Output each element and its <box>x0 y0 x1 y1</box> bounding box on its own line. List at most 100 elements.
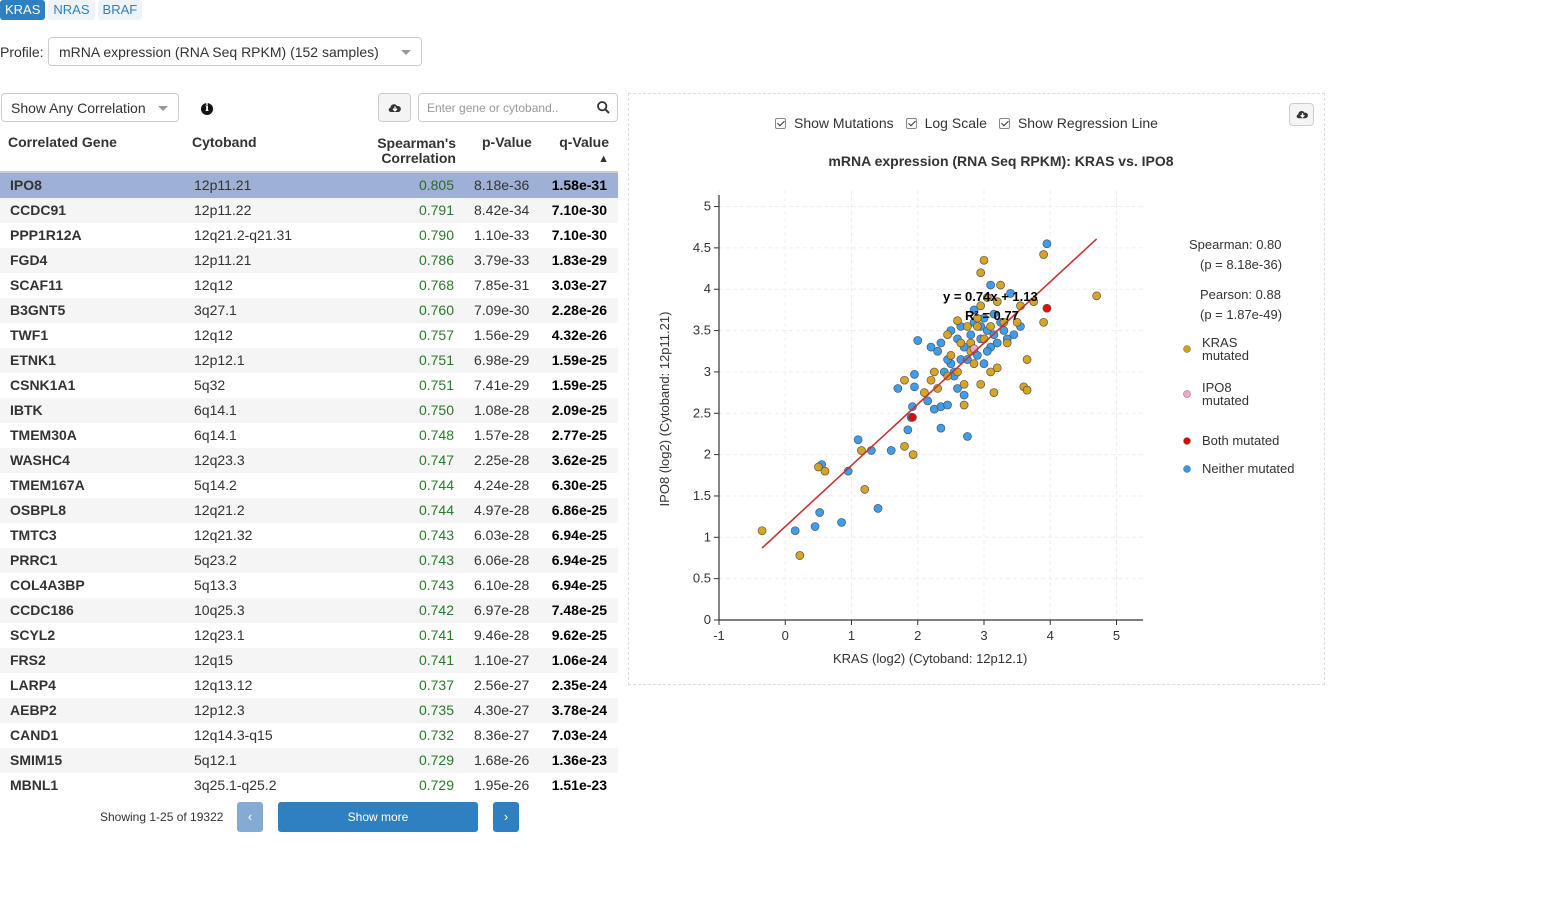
neither-point <box>910 382 919 392</box>
header-pvalue[interactable]: p-Value <box>482 134 532 150</box>
download-table-button[interactable] <box>378 93 411 122</box>
spearman-stat: Spearman: 0.80 <box>1189 237 1282 252</box>
profile-select[interactable]: mRNA expression (RNA Seq RPKM) (152 samp… <box>48 37 422 66</box>
kras-point <box>959 379 969 389</box>
show-mutations-toggle[interactable]: Show Mutations <box>775 115 894 131</box>
next-page-button[interactable]: › <box>493 802 519 832</box>
show-regression-checkbox[interactable] <box>998 117 1010 129</box>
neither-point <box>837 518 846 527</box>
tab-nras[interactable]: NRAS <box>48 0 95 20</box>
table-row[interactable]: LARP4 12q13.12 0.737 2.56e-27 2.35e-24 <box>0 673 618 698</box>
table-row[interactable]: TMEM30A 6q14.1 0.748 1.57e-28 2.77e-25 <box>0 423 618 448</box>
table-row[interactable]: IPO8 12p11.21 0.805 8.18e-36 1.58e-31 <box>0 173 618 198</box>
table-row[interactable]: WASHC4 12q23.3 0.747 2.25e-28 3.62e-25 <box>0 448 618 473</box>
header-qvalue[interactable]: q-Value ▲ <box>559 135 609 167</box>
table-row[interactable]: SMIM15 5q12.1 0.729 1.68e-26 1.36e-23 <box>0 748 618 773</box>
tab-kras[interactable]: KRAS <box>0 0 46 20</box>
kras-point <box>1039 317 1048 327</box>
pvalue-cell: 4.24e-28 <box>474 477 530 493</box>
tab-braf[interactable]: BRAF <box>97 0 143 20</box>
correlation-cell: 0.748 <box>418 427 454 443</box>
kras-point <box>860 484 870 494</box>
table-row[interactable]: TMEM167A 5q14.2 0.744 4.24e-28 6.30e-25 <box>0 473 618 498</box>
log-scale-checkbox[interactable] <box>905 117 917 129</box>
neither-point <box>982 346 992 356</box>
qvalue-cell: 7.10e-30 <box>551 227 607 243</box>
show-mutations-checkbox[interactable] <box>775 117 786 129</box>
both-legend-label: Both mutated <box>1202 433 1279 448</box>
pvalue-cell: 6.06e-28 <box>474 552 530 568</box>
show-regression-toggle[interactable]: Show Regression Line <box>998 115 1158 131</box>
table-row[interactable]: MBNL1 3q25.1-q25.2 0.729 1.95e-26 1.51e-23 <box>0 773 618 798</box>
cytoband-cell: 5q23.2 <box>194 552 237 568</box>
ipo8-legend-marker <box>1183 390 1191 398</box>
correlation-cell: 0.744 <box>418 477 454 493</box>
neither-point <box>873 504 883 513</box>
cloud-download-icon <box>388 104 401 112</box>
correlation-cell: 0.729 <box>418 777 454 793</box>
neither-point <box>923 396 933 406</box>
pvalue-cell: 7.41e-29 <box>474 377 530 393</box>
table-row[interactable]: TWF1 12q12 0.757 1.56e-29 4.32e-26 <box>0 323 618 348</box>
pvalue-cell: 9.46e-28 <box>474 627 530 643</box>
table-row[interactable]: CCDC91 12p11.22 0.791 8.42e-34 7.10e-30 <box>0 198 618 223</box>
table-row[interactable]: CCDC186 10q25.3 0.742 6.97e-28 7.48e-25 <box>0 598 618 623</box>
neither-point <box>908 402 917 412</box>
table-row[interactable]: PPP1R12A 12q21.2-q21.31 0.790 1.10e-33 7.10e… <box>0 223 618 248</box>
table-row[interactable]: SCAF11 12q12 0.768 7.85e-31 3.03e-27 <box>0 273 618 298</box>
show-more-button[interactable]: Show more <box>278 802 478 832</box>
info-icon[interactable]: i <box>201 103 213 115</box>
gene-search-input[interactable] <box>427 99 587 117</box>
table-row[interactable]: CSNK1A1 5q32 0.751 7.41e-29 1.59e-25 <box>0 373 618 398</box>
qvalue-cell: 1.06e-24 <box>551 652 607 668</box>
qvalue-cell: 7.10e-30 <box>551 202 607 218</box>
table-row[interactable]: ETNK1 12p12.1 0.751 6.98e-29 1.59e-25 <box>0 348 618 373</box>
correlation-cell: 0.757 <box>418 327 454 343</box>
gene-cell: CAND1 <box>10 727 59 743</box>
kras-legend-marker <box>1183 345 1191 353</box>
show-regression-label: Show Regression Line <box>1017 115 1158 131</box>
kras-point <box>976 301 986 311</box>
header-correlated-gene[interactable]: Correlated Gene <box>8 134 117 150</box>
y-tick-label: 5 <box>704 199 711 214</box>
gene-cell: PPP1R12A <box>10 227 82 243</box>
table-row[interactable]: FGD4 12p11.21 0.786 3.79e-33 1.83e-29 <box>0 248 618 273</box>
table-row[interactable]: COL4A3BP 5q13.3 0.743 6.10e-28 6.94e-25 <box>0 573 618 598</box>
table-row[interactable]: AEBP2 12p12.3 0.735 4.30e-27 3.78e-24 <box>0 698 618 723</box>
correlation-filter-select[interactable]: Show Any Correlation <box>1 93 179 122</box>
qvalue-cell: 1.58e-31 <box>551 177 607 193</box>
table-row[interactable]: PRRC1 5q23.2 0.743 6.06e-28 6.94e-25 <box>0 548 618 573</box>
table-row[interactable]: SCYL2 12q23.1 0.741 9.46e-28 9.62e-25 <box>0 623 618 648</box>
correlation-cell: 0.741 <box>418 652 454 668</box>
table-row[interactable]: OSBPL8 12q21.2 0.744 4.97e-28 6.86e-25 <box>0 498 618 523</box>
kras-point <box>926 375 936 385</box>
kras-point <box>979 334 989 344</box>
pvalue-cell: 6.97e-28 <box>474 602 530 618</box>
prev-page-button[interactable]: ‹ <box>237 802 263 832</box>
neither-point <box>936 338 946 348</box>
qvalue-cell: 2.28e-26 <box>551 302 607 318</box>
qvalue-cell: 6.86e-25 <box>551 502 607 518</box>
spearman-pvalue: (p = 8.18e-36) <box>1200 257 1282 272</box>
search-icon[interactable] <box>597 101 610 114</box>
qvalue-cell: 3.62e-25 <box>551 452 607 468</box>
header-cytoband[interactable]: Cytoband <box>192 134 257 150</box>
download-plot-button[interactable] <box>1289 103 1314 126</box>
gene-search <box>418 93 618 122</box>
header-spearman[interactable]: Spearman's Correlation <box>377 136 456 166</box>
kras-legend-sublabel: mutated <box>1202 348 1249 363</box>
cytoband-cell: 12p11.22 <box>194 202 252 218</box>
table-row[interactable]: IBTK 6q14.1 0.750 1.08e-28 2.09e-25 <box>0 398 618 423</box>
scatter-plot: mRNA expression (RNA Seq RPKM): KRAS vs.… <box>657 153 1295 666</box>
table-row[interactable]: B3GNT5 3q27.1 0.760 7.09e-30 2.28e-26 <box>0 298 618 323</box>
chart-title: mRNA expression (RNA Seq RPKM): KRAS vs.… <box>828 153 1173 169</box>
chevron-down-icon <box>158 106 168 111</box>
gene-cell: TWF1 <box>10 327 49 343</box>
log-scale-toggle[interactable]: Log Scale <box>905 115 987 131</box>
table-row[interactable]: TMTC3 12q21.32 0.743 6.03e-28 6.94e-25 <box>0 523 618 548</box>
qvalue-cell: 2.09e-25 <box>551 402 607 418</box>
table-row[interactable]: CAND1 12q14.3-q15 0.732 8.36e-27 7.03e-24 <box>0 723 618 748</box>
correlation-cell: 0.805 <box>418 177 454 193</box>
qvalue-cell: 1.59e-25 <box>551 377 607 393</box>
table-row[interactable]: FRS2 12q15 0.741 1.10e-27 1.06e-24 <box>0 648 618 673</box>
